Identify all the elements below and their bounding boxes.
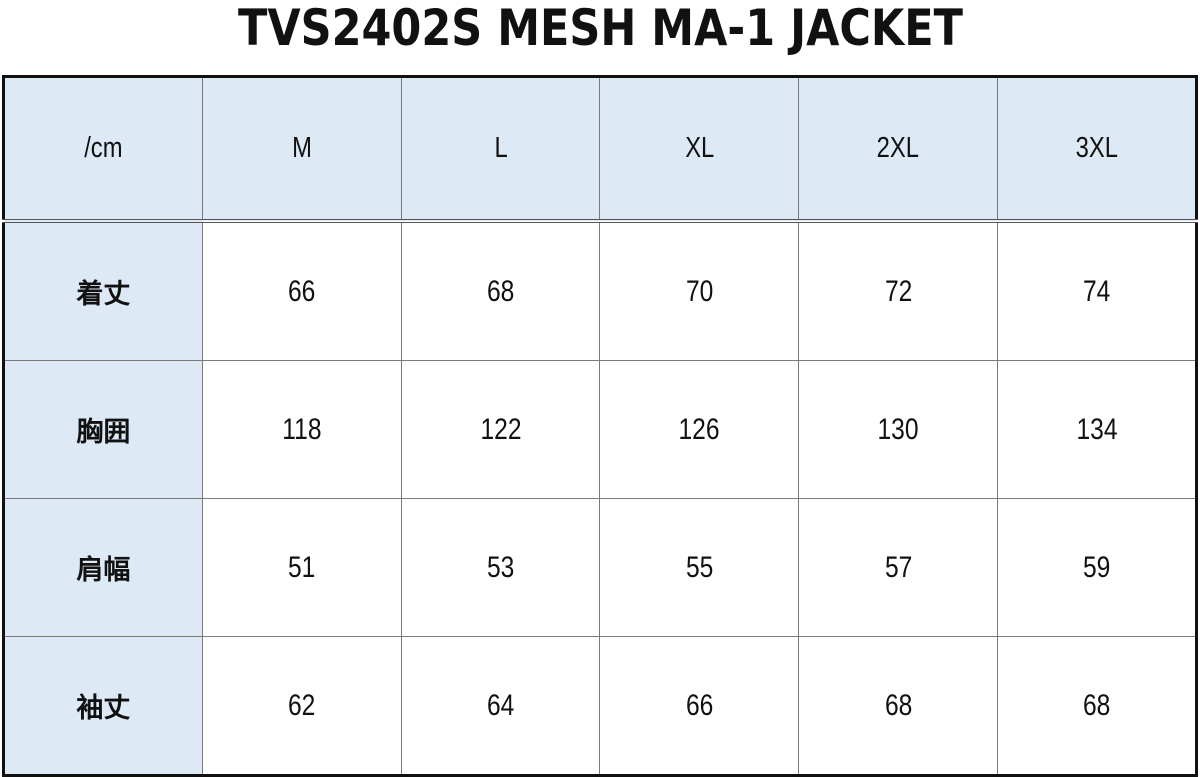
size-label: 2XL xyxy=(877,132,920,164)
value-cell: 68 xyxy=(997,636,1197,776)
value-cell: 126 xyxy=(599,360,800,499)
size-header-3xl: 3XL xyxy=(997,76,1197,223)
measurement-value: 62 xyxy=(288,688,316,722)
value-cell: 59 xyxy=(997,498,1197,637)
value-cell: 70 xyxy=(599,220,800,361)
measurement-value: 53 xyxy=(486,550,515,584)
size-label: XL xyxy=(684,132,714,164)
row-header-cell: 袖丈 xyxy=(3,636,203,776)
title-text: TVS2402S MESH MA-1 JACKET xyxy=(237,0,963,57)
row-header-cell: 肩幅 xyxy=(3,498,203,637)
measurement-value: 68 xyxy=(486,274,515,308)
size-header-2xl: 2XL xyxy=(798,76,999,223)
measurement-value: 70 xyxy=(685,274,714,308)
value-cell: 130 xyxy=(798,360,999,499)
measurement-value: 126 xyxy=(678,412,720,446)
value-cell: 55 xyxy=(599,498,800,637)
measurement-label: 胸囲 xyxy=(76,417,131,448)
value-cell: 51 xyxy=(201,498,402,637)
measurement-value: 64 xyxy=(486,688,515,722)
measurement-value: 51 xyxy=(288,550,316,584)
measurement-label: 肩幅 xyxy=(76,555,131,586)
row-header-cell: 着丈 xyxy=(3,220,203,361)
value-cell: 68 xyxy=(798,636,999,776)
value-cell: 74 xyxy=(997,220,1197,361)
measurement-value: 66 xyxy=(288,274,316,308)
measurement-value: 68 xyxy=(884,688,912,722)
size-chart-table: /cm M L XL 2XL 3XL 着丈 66 68 70 72 74 胸囲 118 122 126 130 1… xyxy=(2,75,1198,777)
value-cell: 66 xyxy=(201,220,402,361)
measurement-label: 袖丈 xyxy=(76,693,131,724)
row-header-cell: 胸囲 xyxy=(3,360,203,499)
table-row: 袖丈 62 64 66 68 68 xyxy=(3,636,1197,776)
header-row: /cm M L XL 2XL 3XL xyxy=(3,76,1197,223)
value-cell: 66 xyxy=(599,636,800,776)
corner-cell: /cm xyxy=(3,76,203,223)
size-label: 3XL xyxy=(1075,132,1118,164)
measurement-value: 134 xyxy=(1076,412,1118,446)
size-header-xl: XL xyxy=(599,76,800,223)
measurement-value: 59 xyxy=(1082,550,1111,584)
measurement-value: 130 xyxy=(877,412,919,446)
size-header-m: M xyxy=(201,76,402,223)
measurement-value: 66 xyxy=(685,688,714,722)
value-cell: 122 xyxy=(400,360,601,499)
unit-label: /cm xyxy=(84,132,123,164)
measurement-value: 118 xyxy=(282,412,322,446)
measurement-value: 74 xyxy=(1082,274,1111,308)
value-cell: 68 xyxy=(400,220,601,361)
size-label: M xyxy=(291,132,312,164)
measurement-value: 57 xyxy=(884,550,912,584)
measurement-value: 122 xyxy=(480,412,522,446)
size-label: L xyxy=(493,132,508,164)
value-cell: 72 xyxy=(798,220,999,361)
value-cell: 64 xyxy=(400,636,601,776)
page-title: TVS2402S MESH MA-1 JACKET xyxy=(0,0,1200,62)
measurement-value: 55 xyxy=(685,550,714,584)
value-cell: 53 xyxy=(400,498,601,637)
measurement-value: 68 xyxy=(1082,688,1111,722)
measurement-label: 着丈 xyxy=(76,279,131,310)
value-cell: 118 xyxy=(201,360,402,499)
table-row: 着丈 66 68 70 72 74 xyxy=(3,220,1197,361)
value-cell: 62 xyxy=(201,636,402,776)
measurement-value: 72 xyxy=(884,274,912,308)
size-header-l: L xyxy=(400,76,601,223)
value-cell: 57 xyxy=(798,498,999,637)
table-row: 肩幅 51 53 55 57 59 xyxy=(3,498,1197,637)
table-row: 胸囲 118 122 126 130 134 xyxy=(3,360,1197,499)
value-cell: 134 xyxy=(997,360,1197,499)
